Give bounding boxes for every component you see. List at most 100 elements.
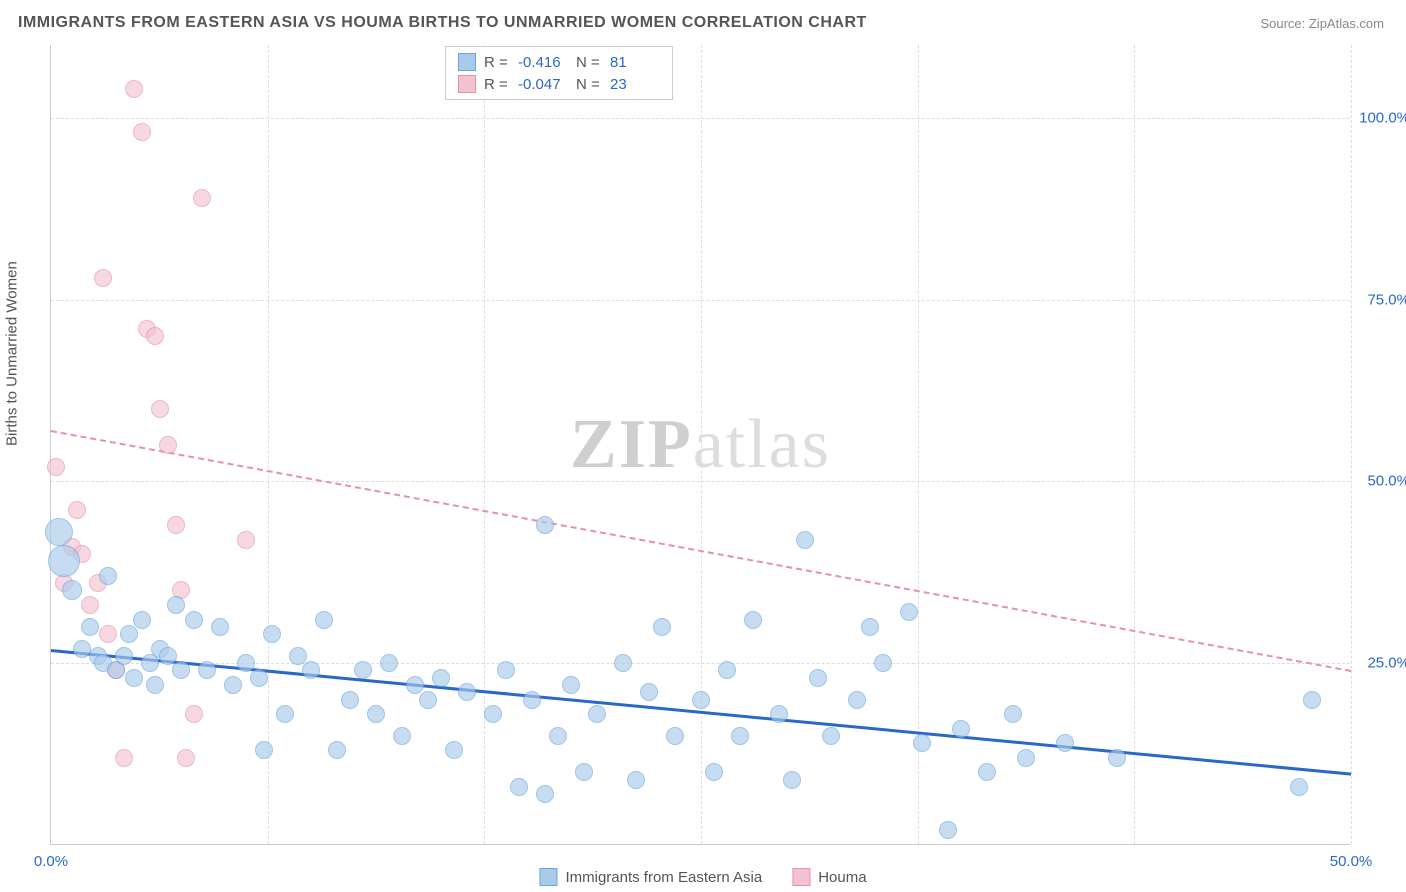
scatter-point <box>237 531 255 549</box>
watermark-zip: ZIP <box>570 406 693 483</box>
stat-r-value: -0.047 <box>518 76 568 93</box>
scatter-point <box>45 518 73 546</box>
scatter-point <box>913 734 931 752</box>
legend-stats-row: R = -0.047 N = 23 <box>458 73 660 95</box>
source-attribution: Source: ZipAtlas.com <box>1260 16 1384 31</box>
stat-n-value: 81 <box>610 54 660 71</box>
scatter-point <box>146 327 164 345</box>
scatter-point <box>380 654 398 672</box>
scatter-point <box>1004 705 1022 723</box>
scatter-point <box>81 618 99 636</box>
scatter-point <box>549 727 567 745</box>
scatter-point <box>432 669 450 687</box>
scatter-point <box>484 705 502 723</box>
scatter-point <box>115 647 133 665</box>
scatter-point <box>458 683 476 701</box>
legend-label: Immigrants from Eastern Asia <box>565 869 762 886</box>
scatter-point <box>120 625 138 643</box>
scatter-point <box>185 611 203 629</box>
legend-item-series2: Houma <box>792 868 866 886</box>
scatter-point <box>822 727 840 745</box>
scatter-point <box>718 661 736 679</box>
scatter-point <box>224 676 242 694</box>
gridline-v <box>1351 45 1352 844</box>
scatter-point <box>510 778 528 796</box>
scatter-point <box>900 603 918 621</box>
source-label: Source: <box>1260 16 1308 31</box>
scatter-point <box>167 596 185 614</box>
scatter-point <box>263 625 281 643</box>
scatter-point <box>978 763 996 781</box>
scatter-point <box>1303 691 1321 709</box>
scatter-point <box>159 436 177 454</box>
scatter-point <box>419 691 437 709</box>
swatch-series2 <box>792 868 810 886</box>
scatter-point <box>406 676 424 694</box>
scatter-point <box>172 661 190 679</box>
scatter-point <box>640 683 658 701</box>
scatter-point <box>952 720 970 738</box>
scatter-point <box>115 749 133 767</box>
scatter-point <box>523 691 541 709</box>
legend-stats-row: R = -0.416 N = 81 <box>458 51 660 73</box>
scatter-point <box>796 531 814 549</box>
scatter-point <box>874 654 892 672</box>
scatter-point <box>536 516 554 534</box>
scatter-point <box>588 705 606 723</box>
scatter-point <box>1290 778 1308 796</box>
legend-stats-box: R = -0.416 N = 81 R = -0.047 N = 23 <box>445 46 673 100</box>
scatter-point <box>198 661 216 679</box>
scatter-point <box>1056 734 1074 752</box>
stat-r-value: -0.416 <box>518 54 568 71</box>
scatter-point <box>276 705 294 723</box>
gridline-v <box>484 45 485 844</box>
x-tick-label: 50.0% <box>1330 853 1373 870</box>
scatter-point <box>81 596 99 614</box>
scatter-point <box>47 458 65 476</box>
scatter-point <box>614 654 632 672</box>
scatter-point <box>783 771 801 789</box>
gridline-v <box>1134 45 1135 844</box>
y-tick-label: 50.0% <box>1367 473 1406 490</box>
scatter-point <box>250 669 268 687</box>
stat-r-label: R = <box>484 76 510 93</box>
scatter-point <box>289 647 307 665</box>
swatch-series1 <box>458 53 476 71</box>
scatter-point <box>125 80 143 98</box>
watermark-atlas: atlas <box>693 406 831 483</box>
scatter-point <box>99 567 117 585</box>
scatter-point <box>393 727 411 745</box>
scatter-point <box>939 821 957 839</box>
scatter-point <box>48 545 80 577</box>
scatter-point <box>193 189 211 207</box>
stat-n-value: 23 <box>610 76 660 93</box>
scatter-point <box>62 580 82 600</box>
scatter-point <box>497 661 515 679</box>
scatter-point <box>328 741 346 759</box>
scatter-point <box>445 741 463 759</box>
scatter-point <box>562 676 580 694</box>
plot-area: ZIPatlas 25.0%50.0%75.0%100.0%0.0%50.0% <box>50 45 1350 845</box>
gridline-v <box>701 45 702 844</box>
scatter-point <box>861 618 879 636</box>
scatter-point <box>666 727 684 745</box>
stat-n-label: N = <box>576 54 602 71</box>
scatter-point <box>177 749 195 767</box>
scatter-point <box>133 611 151 629</box>
scatter-point <box>744 611 762 629</box>
gridline-v <box>918 45 919 844</box>
scatter-point <box>146 676 164 694</box>
legend-label: Houma <box>818 869 866 886</box>
legend-item-series1: Immigrants from Eastern Asia <box>539 868 762 886</box>
scatter-point <box>99 625 117 643</box>
scatter-point <box>211 618 229 636</box>
scatter-point <box>536 785 554 803</box>
y-tick-label: 25.0% <box>1367 655 1406 672</box>
y-tick-label: 75.0% <box>1367 291 1406 308</box>
scatter-point <box>302 661 320 679</box>
scatter-point <box>315 611 333 629</box>
scatter-point <box>653 618 671 636</box>
y-tick-label: 100.0% <box>1359 109 1406 126</box>
scatter-point <box>848 691 866 709</box>
scatter-point <box>341 691 359 709</box>
